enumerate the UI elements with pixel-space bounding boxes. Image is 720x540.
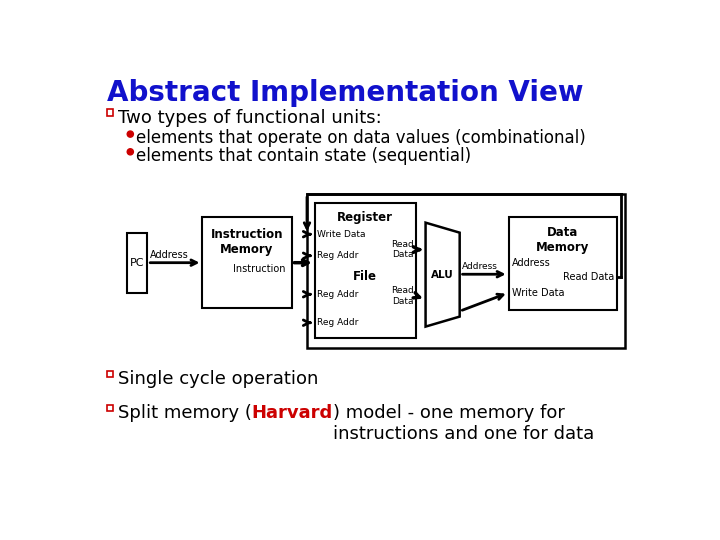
Bar (127, 233, 148, 293)
Text: Instruction
Memory: Instruction Memory (211, 228, 283, 256)
Text: Split memory (: Split memory ( (118, 404, 252, 422)
Text: Reg Addr: Reg Addr (317, 290, 359, 299)
Bar (107, 372, 113, 377)
Bar (107, 110, 113, 116)
Text: Write Data: Write Data (513, 288, 565, 298)
Text: Write Data: Write Data (317, 230, 366, 239)
Text: Data
Memory: Data Memory (536, 226, 590, 254)
Bar (307, 194, 625, 348)
Text: ALU: ALU (431, 269, 454, 280)
Circle shape (127, 148, 133, 155)
Bar (202, 217, 292, 308)
Text: ) model - one memory for
instructions and one for data: ) model - one memory for instructions an… (333, 404, 594, 443)
Text: Harvard: Harvard (252, 404, 333, 422)
Text: Register: Register (337, 211, 393, 224)
Bar (107, 405, 113, 411)
Text: Address: Address (513, 259, 551, 268)
Bar (508, 217, 617, 309)
Text: Single cycle operation: Single cycle operation (118, 370, 318, 388)
Text: PC: PC (130, 258, 145, 268)
Text: elements that contain state (sequential): elements that contain state (sequential) (137, 147, 472, 165)
Text: Reg Addr: Reg Addr (317, 251, 359, 260)
Polygon shape (426, 222, 459, 327)
Text: Read Data: Read Data (564, 272, 615, 282)
Text: File: File (353, 270, 377, 283)
Text: Abstract Implementation View: Abstract Implementation View (107, 79, 583, 107)
Text: Instruction: Instruction (233, 264, 285, 274)
Text: elements that operate on data values (combinational): elements that operate on data values (co… (137, 130, 586, 147)
Bar (315, 204, 415, 338)
Circle shape (127, 131, 133, 137)
Text: Reg Addr: Reg Addr (317, 318, 359, 327)
Text: Address: Address (462, 262, 498, 271)
Text: Read
Data: Read Data (391, 286, 414, 306)
Text: Two types of functional units:: Two types of functional units: (118, 109, 382, 127)
Text: Address: Address (150, 251, 189, 260)
Text: Read
Data: Read Data (391, 240, 414, 259)
